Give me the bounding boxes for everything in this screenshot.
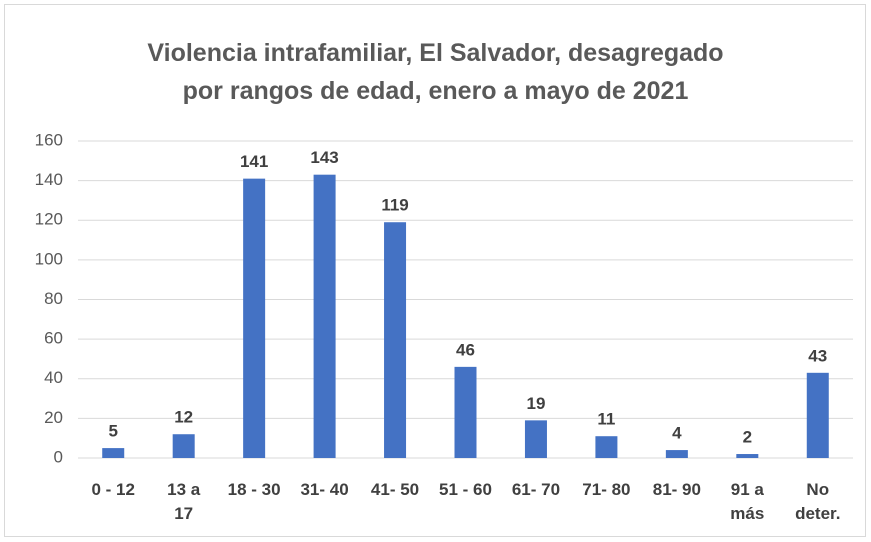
data-label: 119 — [381, 196, 408, 215]
data-label: 2 — [743, 428, 752, 447]
data-label: 11 — [597, 410, 615, 429]
x-tick-label: No deter. — [795, 480, 841, 523]
x-tick-label: 0 - 12 — [91, 480, 135, 499]
chart-frame — [4, 4, 866, 537]
bar — [172, 434, 195, 458]
bar — [665, 450, 688, 458]
y-tick-label: 60 — [44, 329, 63, 348]
data-label: 46 — [456, 340, 475, 359]
y-tick-label: 160 — [35, 130, 63, 149]
data-label: 141 — [240, 152, 268, 171]
y-tick-label: 100 — [35, 249, 63, 268]
chart-title: Violencia intrafamiliar, El Salvador, de… — [147, 39, 724, 105]
data-label: 43 — [808, 346, 827, 365]
x-tick-label: 41- 50 — [370, 480, 420, 499]
data-label: 4 — [672, 424, 682, 443]
x-tick-label: 71- 80 — [582, 480, 631, 499]
data-label: 19 — [526, 394, 545, 413]
data-label: 5 — [108, 422, 117, 441]
bar — [806, 372, 829, 458]
bar — [736, 454, 759, 458]
bar — [454, 366, 477, 458]
x-tick-label: 31- 40 — [300, 480, 349, 499]
bar — [313, 174, 336, 458]
bar — [243, 178, 266, 459]
y-tick-label: 0 — [54, 447, 63, 466]
x-tick-label: 61- 70 — [511, 480, 561, 499]
y-tick-label: 140 — [35, 170, 63, 189]
data-label: 143 — [310, 148, 338, 167]
bar — [524, 420, 547, 458]
bar — [595, 436, 618, 458]
y-tick-label: 20 — [44, 408, 63, 427]
x-tick-label: 91 a más — [730, 480, 765, 523]
x-tick-label: 81- 90 — [652, 480, 701, 499]
bar — [384, 222, 407, 458]
data-label: 12 — [174, 408, 193, 427]
x-tick-label: 51 - 60 — [439, 480, 492, 499]
y-tick-label: 80 — [44, 289, 63, 308]
y-tick-label: 120 — [35, 210, 63, 229]
x-tick-label: 13 a 17 — [167, 480, 201, 523]
y-tick-label: 40 — [44, 368, 63, 387]
x-tick-label: 18 - 30 — [227, 480, 281, 499]
bar — [102, 448, 125, 458]
